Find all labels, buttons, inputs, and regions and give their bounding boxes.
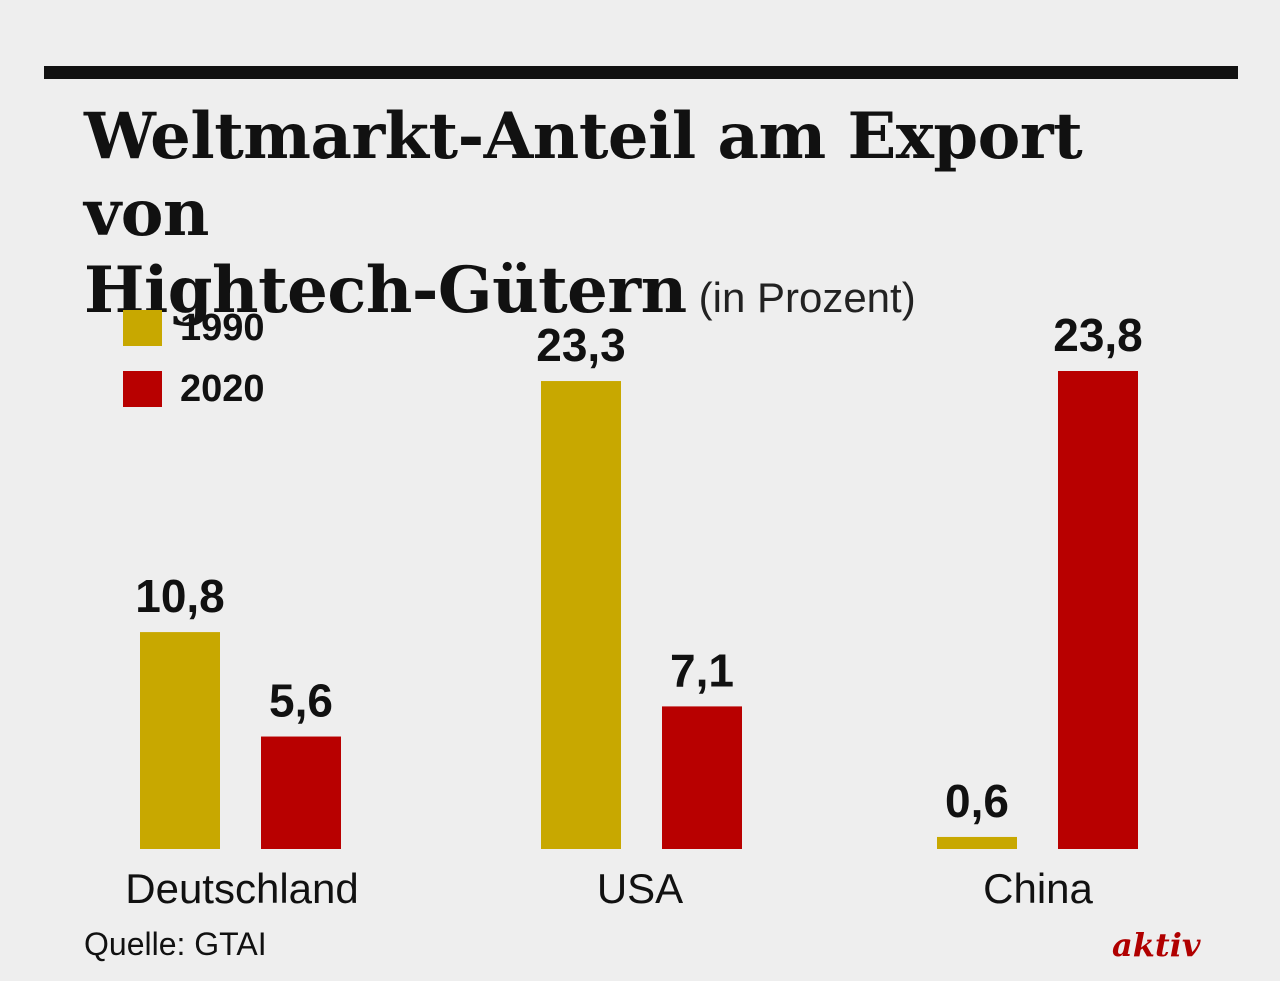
bar-china-1990	[937, 836, 1017, 849]
bar-deutschland-2020	[261, 736, 341, 849]
legend-swatch-1990	[123, 310, 162, 346]
top-rule	[44, 66, 1238, 79]
legend-label-1990: 1990	[180, 306, 265, 349]
title-unit: (in Prozent)	[698, 274, 916, 321]
bar-usa-2020	[662, 706, 742, 849]
title-line-1: Weltmarkt-Anteil am Export von	[84, 99, 1083, 251]
data-label-deutschland-1990: 10,8	[135, 570, 225, 622]
category-label-usa: USA	[597, 865, 683, 912]
data-label-deutschland-2020: 5,6	[269, 675, 333, 727]
data-label-china-1990: 0,6	[945, 775, 1009, 827]
legend-swatch-2020	[123, 371, 162, 407]
category-label-deutschland: Deutschland	[125, 865, 358, 912]
legend: 1990 2020	[123, 306, 265, 430]
data-label-usa-1990: 23,3	[536, 319, 626, 371]
legend-item-1990: 1990	[123, 306, 265, 349]
legend-label-2020: 2020	[180, 367, 265, 410]
category-label-china: China	[983, 865, 1093, 912]
data-label-china-2020: 23,8	[1053, 309, 1143, 361]
title-line-2: Hightech-Gütern	[84, 253, 687, 328]
source-note: Quelle: GTAI	[84, 926, 267, 962]
bar-usa-1990	[541, 381, 621, 849]
brand-logo: aktiv	[1112, 926, 1201, 964]
data-label-usa-2020: 7,1	[670, 644, 734, 696]
bar-deutschland-1990	[140, 632, 220, 849]
chart-title: Weltmarkt-Anteil am Export von Hightech-G…	[84, 98, 1204, 336]
bar-china-2020	[1058, 371, 1138, 849]
legend-item-2020: 2020	[123, 367, 265, 410]
